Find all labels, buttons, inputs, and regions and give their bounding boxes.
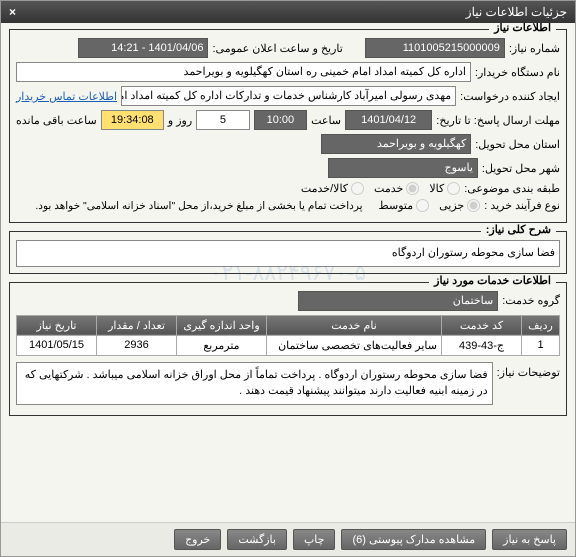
cell-code: ج-43-439 <box>442 335 522 355</box>
radio-medium[interactable]: متوسط <box>379 199 430 212</box>
remaining-time-field: 19:34:08 <box>101 110 164 130</box>
cell-name: سایر فعالیت‌های تخصصی ساختمان <box>267 335 442 355</box>
announce-field: 1401/04/06 - 14:21 <box>78 38 208 58</box>
print-button[interactable]: چاپ <box>293 529 336 550</box>
need-no-field: 1101005215000009 <box>365 38 505 58</box>
col-row: ردیف <box>522 315 560 335</box>
remaining-label: ساعت باقی مانده <box>16 114 97 127</box>
radio-partial-input <box>467 199 480 212</box>
purchase-note: پرداخت تمام یا بخشی از مبلغ خرید،از محل … <box>35 200 362 212</box>
radio-both-input <box>351 182 364 195</box>
service-group-label: گروه خدمت: <box>502 294 560 307</box>
exit-button[interactable]: خروج <box>174 529 221 550</box>
close-icon[interactable]: × <box>9 5 16 19</box>
deadline-date-field: 1401/04/12 <box>345 110 432 130</box>
section-services: اطلاعات خدمات مورد نیاز گروه خدمت: ساختم… <box>9 282 567 416</box>
purchase-type-label: نوع فرآیند خرید : <box>484 199 560 212</box>
footer: پاسخ به نیاز مشاهده مدارک پیوستی (6) چاپ… <box>1 522 575 556</box>
col-unit: واحد اندازه گیری <box>177 315 267 335</box>
section-need-info: اطلاعات نیاز شماره نیاز: 110100521500000… <box>9 29 567 223</box>
section-title-2: شرح کلی نیاز: <box>481 223 556 236</box>
section-need-desc: شرح کلی نیاز: فضا سازی محوطه رستوران ارد… <box>9 231 567 274</box>
back-button[interactable]: بازگشت <box>227 529 287 550</box>
title-bar: جزئیات اطلاعات نیاز × <box>1 1 575 23</box>
need-desc-text: فضا سازی محوطه رستوران اردوگاه <box>16 240 560 267</box>
extra-text: فضا سازی محوطه رستوران اردوگاه . پرداخت … <box>16 362 493 405</box>
window: جزئیات اطلاعات نیاز × ۰۲۱-۸۸۲۴۹۶۷۰-۵ اطل… <box>0 0 576 557</box>
cell-qty: 2936 <box>97 335 177 355</box>
category-label: طبقه بندی موضوعی: <box>464 182 560 195</box>
days-label: روز و <box>168 114 192 127</box>
cell-n: 1 <box>522 335 560 355</box>
col-code: کد خدمت <box>442 315 522 335</box>
time-label: ساعت <box>311 114 341 127</box>
cell-date: 1401/05/15 <box>17 335 97 355</box>
window-title: جزئیات اطلاعات نیاز <box>466 5 567 19</box>
col-date: تاریخ نیاز <box>17 315 97 335</box>
col-qty: تعداد / مقدار <box>97 315 177 335</box>
section-title-3: اطلاعات خدمات مورد نیاز <box>429 274 556 287</box>
docs-button[interactable]: مشاهده مدارک پیوستی (6) <box>341 529 486 550</box>
service-group-field: ساختمان <box>298 291 498 311</box>
reply-button[interactable]: پاسخ به نیاز <box>492 529 567 550</box>
category-radios: کالا خدمت کالا/خدمت <box>301 182 460 195</box>
deadline-label: مهلت ارسال پاسخ: تا تاریخ: <box>436 114 560 127</box>
delivery-prov-field: کهگیلویه و بویراحمد <box>321 134 471 154</box>
buyer-field: اداره کل کمیته امداد امام خمینی ره استان… <box>16 62 471 82</box>
section-title-1: اطلاعات نیاز <box>489 23 556 34</box>
requester-label: ایجاد کننده درخواست: <box>460 90 560 103</box>
services-table: ردیف کد خدمت نام خدمت واحد اندازه گیری ت… <box>16 315 560 356</box>
buyer-label: نام دستگاه خریدار: <box>475 66 560 79</box>
radio-both[interactable]: کالا/خدمت <box>301 182 364 195</box>
cell-unit: مترمربع <box>177 335 267 355</box>
col-name: نام خدمت <box>267 315 442 335</box>
requester-field: مهدی رسولی امیرآباد کارشناس خدمات و تدار… <box>121 86 456 106</box>
radio-goods-input <box>447 182 460 195</box>
radio-service-input <box>406 182 419 195</box>
radio-service[interactable]: خدمت <box>374 182 419 195</box>
radio-partial[interactable]: جزیی <box>439 199 480 212</box>
delivery-city-field: یاسوج <box>328 158 478 178</box>
purchase-type-radios: جزیی متوسط <box>379 199 481 212</box>
radio-goods[interactable]: کالا <box>429 182 460 195</box>
need-no-label: شماره نیاز: <box>509 42 560 55</box>
delivery-city-label: شهر محل تحویل: <box>482 162 560 175</box>
deadline-time-field: 10:00 <box>254 110 307 130</box>
table-row[interactable]: 1 ج-43-439 سایر فعالیت‌های تخصصی ساختمان… <box>17 335 560 355</box>
extra-label: توضیحات نیاز: <box>497 362 560 379</box>
buyer-contact-link[interactable]: اطلاعات تماس خریدار <box>16 90 117 103</box>
days-field: 5 <box>196 110 249 130</box>
table-header-row: ردیف کد خدمت نام خدمت واحد اندازه گیری ت… <box>17 315 560 335</box>
delivery-prov-label: استان محل تحویل: <box>475 138 560 151</box>
content: ۰۲۱-۸۸۲۴۹۶۷۰-۵ اطلاعات نیاز شماره نیاز: … <box>1 23 575 522</box>
radio-medium-input <box>416 199 429 212</box>
announce-label: تاریخ و ساعت اعلان عمومی: <box>212 42 342 55</box>
